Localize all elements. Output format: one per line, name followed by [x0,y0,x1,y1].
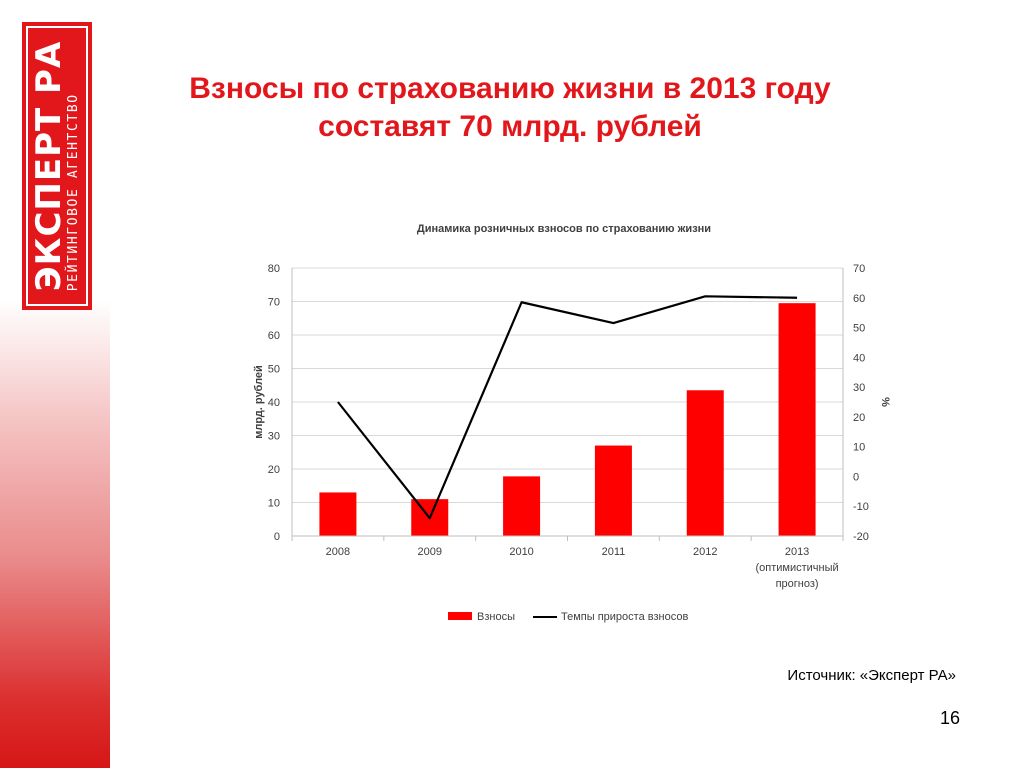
chart-title: Динамика розничных взносов по страховани… [417,223,711,235]
y-tick-label-3: 30 [268,431,280,443]
y2-tick-label-8: 60 [853,293,865,305]
x-tick-label-5-1: (оптимистичный [755,562,838,574]
y-tick-label-5: 50 [268,364,280,376]
y-tick-label-0: 0 [274,531,280,543]
x-tick-label-2: 2010 [509,546,533,558]
y-tick-label-6: 60 [268,330,280,342]
x-tick-label-5: 2013 [785,546,809,558]
y-tick-label-7: 70 [268,297,280,309]
y-tick-label-2: 20 [268,464,280,476]
y-tick-label-8: 80 [268,263,280,275]
legend-label-line: Темпы прироста взносов [561,611,688,623]
y2-tick-label-3: 10 [853,442,865,454]
y2-tick-label-2: 0 [853,471,859,483]
bar-4 [686,390,724,536]
x-tick-label-0: 2008 [326,546,350,558]
y2-tick-label-9: 70 [853,263,865,275]
chart-axes: 0 10 20 30 40 50 60 70 80 -20 -10 0 10 20 30 40 50 60 70 20… [268,263,869,590]
y-axis-label: млрд. рублей [253,365,265,439]
y2-tick-label-0: -20 [853,531,869,543]
source-note: Источник: «Эксперт РА» [787,667,956,684]
x-tick-label-4: 2012 [693,546,717,558]
y2-tick-label-1: -10 [853,501,869,513]
legend-label-bars: Взносы [477,611,515,623]
bar-3 [594,445,632,536]
chart-line-series [337,295,798,520]
chart-grid [292,267,843,503]
x-tick-label-1: 2009 [418,546,442,558]
growth-rate-line [337,295,798,520]
y2-tick-label-4: 20 [853,412,865,424]
bar-5 [778,303,816,536]
bar-0 [319,492,357,536]
y2-tick-label-6: 40 [853,352,865,364]
chart-legend: Взносы Темпы прироста взносов [448,611,688,623]
y-tick-label-1: 10 [268,498,280,510]
y2-axis-label: % [879,397,891,407]
slide-title: Взносы по страхованию жизни в 2013 году … [150,70,870,146]
slide-title-line-1: Взносы по страхованию жизни в 2013 году [189,72,831,105]
x-tick-label-3: 2011 [602,546,626,558]
slide-title-line-2: составят 70 млрд. рублей [318,110,702,143]
logo-frame: ЭКСПЕРТ РА РЕЙТИНГОВОЕ АГЕНТСТВО [26,26,88,306]
y-tick-label-4: 40 [268,397,280,409]
legend-bar-swatch [448,612,472,620]
chart-bars [319,303,816,536]
y2-tick-label-5: 30 [853,382,865,394]
page-number: 16 [939,708,960,728]
y2-tick-label-7: 50 [853,323,865,335]
bar-2 [503,476,541,536]
logo: ЭКСПЕРТ РА РЕЙТИНГОВОЕ АГЕНТСТВО [22,22,92,310]
x-tick-label-5-2: прогноз) [776,578,819,590]
